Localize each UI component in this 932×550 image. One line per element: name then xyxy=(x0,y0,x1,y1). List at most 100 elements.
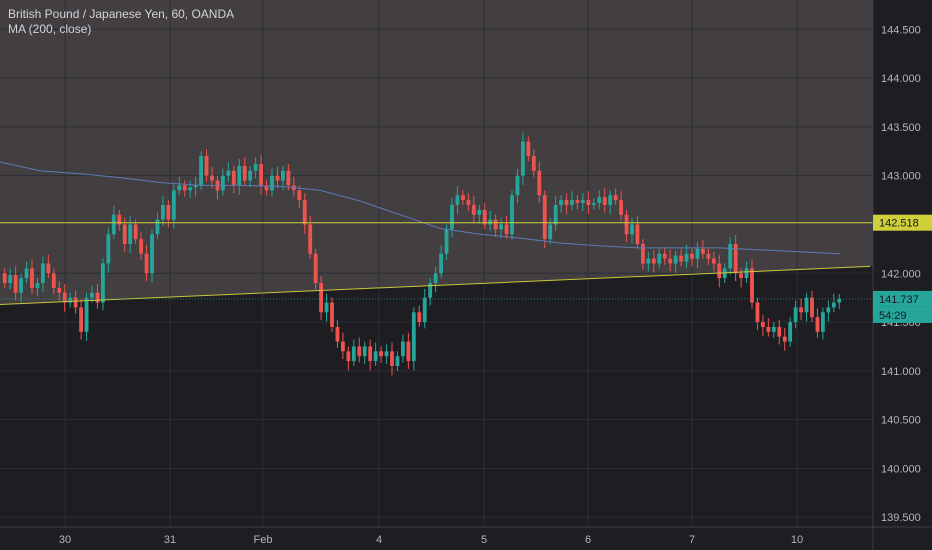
candle-body xyxy=(646,258,651,264)
candle-body xyxy=(695,248,700,259)
y-tick-label: 140.000 xyxy=(881,463,921,475)
candle-body xyxy=(188,187,193,191)
candle-body xyxy=(733,243,738,274)
x-tick-label: 30 xyxy=(59,534,71,546)
countdown-tag: 54:29 xyxy=(879,310,907,322)
candle-body xyxy=(766,326,771,332)
candle-body xyxy=(373,351,378,362)
last-price-tag: 141.737 xyxy=(879,294,919,306)
candle-body xyxy=(264,185,269,191)
level-price-tag: 142.518 xyxy=(879,218,919,230)
candle-body xyxy=(390,351,394,366)
candle-body xyxy=(357,346,362,357)
candle-body xyxy=(253,163,258,171)
time-axis[interactable]: 30 31 Feb 4 5 6 7 10 xyxy=(0,526,932,546)
candle-body xyxy=(815,317,820,332)
price-axis[interactable]: 144.500144.000143.500143.000142.000141.5… xyxy=(872,0,921,550)
candle-body xyxy=(586,200,591,205)
candle-body xyxy=(575,200,580,203)
overlay-lines xyxy=(0,161,873,305)
candle-body xyxy=(597,197,602,203)
candle-body xyxy=(177,185,182,191)
candle-body xyxy=(553,204,558,225)
candle-body xyxy=(559,200,563,205)
candle-body xyxy=(313,253,318,284)
candle-body xyxy=(133,224,138,240)
candle-body xyxy=(68,297,73,303)
candle-body xyxy=(739,273,743,279)
candle-body xyxy=(619,200,623,215)
candle-body xyxy=(275,175,280,181)
candle-body xyxy=(379,351,383,357)
candle-body xyxy=(106,234,111,264)
candle-body xyxy=(362,346,367,357)
candle-body xyxy=(537,170,542,196)
candle-body xyxy=(417,312,422,323)
candle-body xyxy=(793,307,798,323)
candle-body xyxy=(57,287,62,293)
candle-body xyxy=(35,283,40,288)
candle-body xyxy=(755,302,760,323)
indicator-label[interactable]: MA (200, close) xyxy=(8,22,92,36)
candle-body xyxy=(428,283,433,298)
candle-body xyxy=(461,195,465,201)
candle-body xyxy=(771,326,776,332)
candle-body xyxy=(651,258,656,264)
candle-body xyxy=(139,239,143,254)
candle-body xyxy=(613,195,618,201)
price-tags: 142.518 141.737 54:29 xyxy=(873,214,932,323)
symbol-title[interactable]: British Pound / Japanese Yen, 60, OANDA xyxy=(8,7,235,21)
x-tick-label: Feb xyxy=(254,534,273,546)
candle-body xyxy=(455,195,460,205)
candle-body xyxy=(515,175,520,196)
x-tick-label: 5 xyxy=(481,534,487,546)
candle-body xyxy=(144,253,149,274)
candle-body xyxy=(193,185,198,188)
candle-body xyxy=(8,275,13,284)
candle-body xyxy=(630,224,634,235)
candle-body xyxy=(821,312,825,332)
candle-body xyxy=(30,268,34,288)
candle-body xyxy=(351,346,356,362)
candle-body xyxy=(335,326,340,342)
candle-body xyxy=(641,243,645,264)
candle-body xyxy=(95,292,100,303)
candle-body xyxy=(542,195,547,240)
y-tick-label: 143.500 xyxy=(881,122,921,134)
candle-body xyxy=(581,200,585,203)
candle-body xyxy=(24,268,29,279)
candle-body xyxy=(750,268,754,303)
candle-body xyxy=(788,322,793,342)
candle-body xyxy=(324,302,329,313)
trendline xyxy=(0,265,871,305)
candle-body xyxy=(701,248,705,254)
candle-body xyxy=(73,297,78,308)
candle-body xyxy=(384,351,389,357)
candle-body xyxy=(831,302,836,308)
candle-body xyxy=(286,170,291,186)
candle-body xyxy=(171,190,176,220)
candle-body xyxy=(210,175,214,181)
candle-body xyxy=(406,341,411,362)
candle-body xyxy=(717,263,722,279)
candle-body xyxy=(237,165,242,186)
x-tick-label: 31 xyxy=(164,534,176,546)
y-tick-label: 141.000 xyxy=(881,366,921,378)
candles xyxy=(2,132,842,376)
candle-body xyxy=(368,346,373,362)
y-tick-label: 143.000 xyxy=(881,171,921,183)
candle-body xyxy=(302,200,307,225)
candle-body xyxy=(810,297,814,318)
candle-body xyxy=(101,263,105,303)
candle-body xyxy=(450,204,454,230)
y-tick-label: 140.500 xyxy=(881,415,921,427)
candle-body xyxy=(635,224,640,244)
candle-body xyxy=(226,170,231,176)
candle-body xyxy=(499,224,503,230)
candle-body xyxy=(608,195,613,205)
candle-body xyxy=(548,224,553,240)
candle-body xyxy=(711,258,716,264)
candle-body xyxy=(422,297,427,323)
